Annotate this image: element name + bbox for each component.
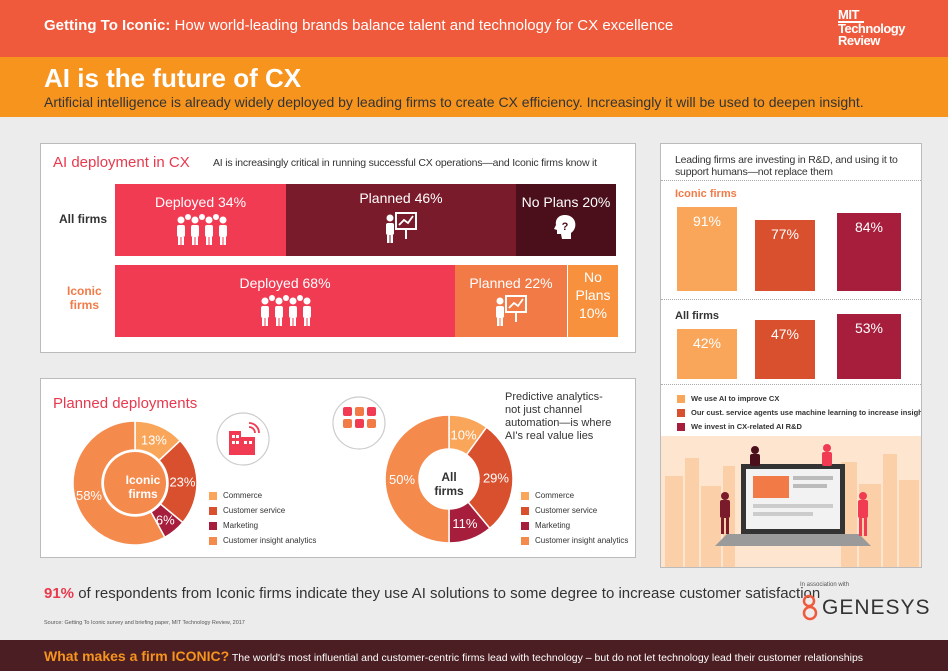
bar-all-rnd: 53% bbox=[837, 314, 901, 379]
page-heading: AI is the future of CX bbox=[44, 63, 302, 93]
planned-deployments-panel: Planned deployments 13% 23% 6% 58% 10% 29% 11… bbox=[40, 378, 636, 558]
bar-all-noplans: No Plans 20% ? bbox=[516, 184, 616, 256]
bar-iconic-rnd: 84% bbox=[837, 213, 901, 291]
donut-iconic: 13% 23% 6% 58% bbox=[72, 420, 198, 546]
donut-slice-3 bbox=[72, 420, 166, 546]
association-label: In association with bbox=[800, 582, 850, 588]
genesys-logo: GENESYS bbox=[800, 593, 930, 623]
donut-iconic-center: Iconic firms bbox=[125, 473, 161, 501]
donut-charts: 13% 23% 6% 58% 10% 29% 11% 50% bbox=[72, 396, 514, 546]
mit-technology-review-logo: MIT Technology Review bbox=[838, 7, 905, 48]
building-wifi-icon bbox=[216, 412, 270, 466]
bar-iconic-deployed: Deployed 68% bbox=[115, 265, 455, 337]
rnd-legend: We use AI to improve CX Our cust. servic… bbox=[677, 392, 921, 434]
donut-slice-label: 58% bbox=[76, 488, 102, 503]
donut-slice-label: 29% bbox=[483, 471, 509, 486]
row-label-all: All firms bbox=[59, 212, 108, 226]
donut-slice-1 bbox=[465, 426, 514, 530]
donut-slice-label: 10% bbox=[451, 427, 477, 442]
donut-slice-3 bbox=[384, 414, 450, 544]
page-subheading: Artificial intelligence is already widel… bbox=[44, 94, 864, 110]
svg-text:?: ? bbox=[562, 221, 569, 233]
bar-all-use-ai: 42% bbox=[677, 329, 737, 379]
bar-iconic-noplans: No Plans 10% bbox=[568, 265, 618, 337]
donut-slice-label: 11% bbox=[452, 516, 477, 531]
rnd-iconic-label: Iconic firms bbox=[675, 188, 737, 200]
donut-slice-label: 13% bbox=[141, 432, 167, 447]
donut-slice-label: 50% bbox=[389, 472, 415, 487]
headline-banner: AI is the future of CX Artificial intell… bbox=[0, 57, 948, 117]
row-label-iconic: Iconic firms bbox=[67, 284, 102, 312]
donut-slice-label: 6% bbox=[156, 513, 175, 528]
bar-all-ml: 47% bbox=[755, 320, 815, 379]
donut-all: 10% 29% 11% 50% bbox=[384, 414, 514, 544]
donut-center bbox=[104, 452, 166, 514]
app-cloud-icon bbox=[332, 396, 386, 450]
top-header: Getting To Iconic: How world-leading bra… bbox=[0, 0, 948, 57]
genesys-mark-icon bbox=[802, 594, 818, 621]
deployment-title: AI deployment in CX bbox=[53, 154, 190, 171]
deployment-subtitle: AI is increasingly critical in running s… bbox=[213, 157, 597, 169]
source-note: Source: Getting To Iconic survey and bri… bbox=[44, 620, 245, 626]
rnd-panel: Leading firms are investing in R&D, and … bbox=[660, 143, 922, 568]
report-title: Getting To Iconic: How world-leading bra… bbox=[44, 17, 674, 34]
bar-all-planned: Planned 46% bbox=[286, 184, 516, 256]
bar-all-deployed: Deployed 34% bbox=[115, 184, 286, 256]
donut-center bbox=[421, 451, 477, 507]
donut-all-center: All firms bbox=[434, 470, 464, 498]
planned-title: Planned deployments bbox=[53, 395, 198, 412]
bar-iconic-planned: Planned 22% bbox=[455, 265, 567, 337]
ai-deployment-panel: AI deployment in CX AI is increasingly c… bbox=[40, 143, 636, 353]
legend-iconic: Commerce Customer service Marketing Cust… bbox=[209, 491, 316, 545]
presentation-chart-icon bbox=[386, 212, 417, 243]
question-head-icon: ? bbox=[554, 215, 576, 239]
presentation-chart-icon bbox=[496, 295, 527, 326]
donut-slice-label: 23% bbox=[169, 475, 195, 490]
legend-all: Commerce Customer service Marketing Cust… bbox=[521, 491, 628, 545]
city-laptop-illustration bbox=[661, 436, 921, 567]
rnd-title: Leading firms are investing in R&D, and … bbox=[675, 154, 898, 178]
bar-iconic-ml: 77% bbox=[755, 220, 815, 291]
bar-iconic-use-ai: 91% bbox=[677, 207, 737, 291]
predictive-annotation: Predictive analytics-not just channel aut… bbox=[505, 391, 612, 442]
footer-bar: What makes a firm ICONIC? The world's mo… bbox=[0, 640, 948, 671]
rnd-all-label: All firms bbox=[675, 310, 720, 322]
people-group-icon bbox=[176, 214, 227, 245]
people-group-icon bbox=[261, 295, 311, 326]
key-stat: 91% of respondents from Iconic firms ind… bbox=[44, 585, 821, 602]
